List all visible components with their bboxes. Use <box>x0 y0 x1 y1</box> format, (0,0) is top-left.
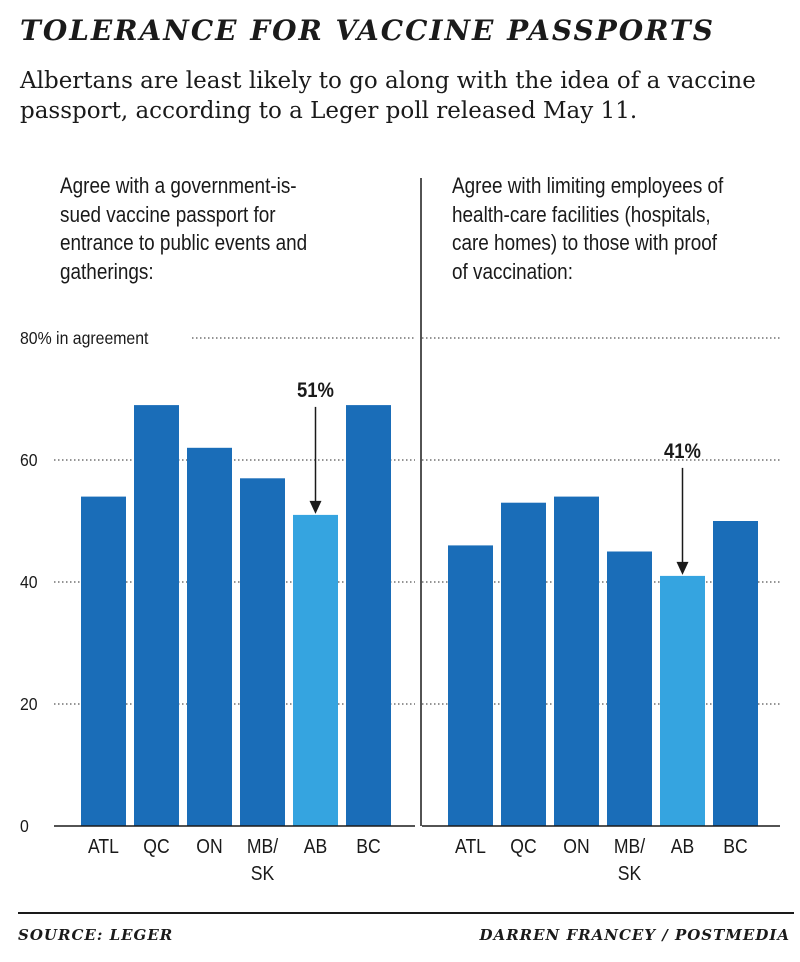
left-x-tick-label: ON <box>196 835 222 857</box>
right-x-tick-label: ATL <box>455 835 486 857</box>
right-highlight-label: 41% <box>664 440 701 463</box>
right-x-tick-label: BC <box>723 835 747 857</box>
left-bar-mbsk <box>240 478 285 826</box>
left-y-tick-label: 40 <box>20 572 38 592</box>
chart-title: TOLERANCE FOR VACCINE PASSPORTS <box>20 14 715 47</box>
right-panel-title-line: care homes) to those with proof <box>452 230 718 255</box>
right-bar-on <box>554 496 599 826</box>
left-x-tick-label: ATL <box>88 835 119 857</box>
left-y-tick-label: 80% in agreement <box>20 328 149 348</box>
left-highlight-label: 51% <box>297 379 334 402</box>
right-bar-qc <box>501 502 546 826</box>
left-bar-atl <box>81 496 126 826</box>
right-x-tick-label: MB/ <box>614 835 646 857</box>
right-x-tick-label: AB <box>671 835 694 857</box>
right-panel-title: Agree with limiting employees of health-… <box>452 172 736 286</box>
right-x-tick-label: ON <box>563 835 589 857</box>
left-y-tick-label: 60 <box>20 450 38 470</box>
right-bar-ab <box>660 575 705 826</box>
left-panel-title-line: entrance to public events and <box>60 230 308 255</box>
right-bar-atl <box>448 545 493 826</box>
right-bar-bc <box>713 521 758 826</box>
left-x-tick-label: MB/ <box>247 835 279 857</box>
left-panel-title: Agree with a government-is- sued vaccine… <box>60 172 344 286</box>
left-y-tick-label: 0 <box>20 816 29 836</box>
left-bar-on <box>187 447 232 826</box>
right-x-tick-label: SK <box>618 862 642 884</box>
chart-subtitle: Albertans are least likely to go along w… <box>20 68 756 124</box>
left-y-tick-label: 20 <box>20 694 38 714</box>
left-x-tick-label: AB <box>304 835 327 857</box>
right-panel-title-line: Agree with limiting employees of <box>452 173 724 198</box>
left-bar-bc <box>346 405 391 826</box>
right-x-tick-label: QC <box>510 835 536 857</box>
left-x-tick-label: SK <box>251 862 275 884</box>
right-bar-mbsk <box>607 551 652 826</box>
left-x-tick-label: BC <box>356 835 380 857</box>
left-x-tick-label: QC <box>143 835 169 857</box>
left-bar-qc <box>134 405 179 826</box>
author-credit: DARREN FRANCEY / POSTMEDIA <box>479 926 790 944</box>
footer-divider <box>18 912 794 914</box>
source-credit: SOURCE: LEGER <box>18 926 174 944</box>
left-highlight-arrowhead <box>309 500 322 514</box>
left-panel-title-line: sued vaccine passport for <box>60 201 276 227</box>
right-highlight-arrowhead <box>676 561 689 575</box>
right-panel-title-line: health-care facilities (hospitals, <box>452 201 711 227</box>
left-panel-title-line: gatherings: <box>60 258 154 284</box>
left-bar-ab <box>293 514 338 826</box>
right-panel-title-line: of vaccination: <box>452 258 573 284</box>
left-panel-title-line: Agree with a government-is- <box>60 173 297 198</box>
